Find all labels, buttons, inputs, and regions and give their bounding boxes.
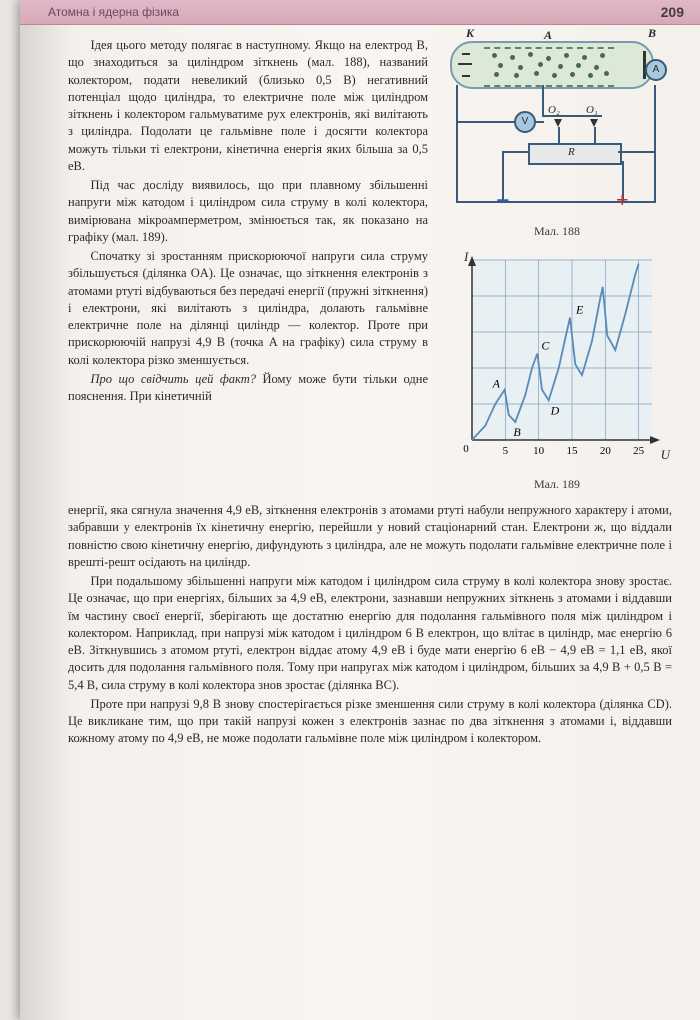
label-r: R xyxy=(568,145,575,160)
svg-text:0: 0 xyxy=(463,443,469,455)
resistor xyxy=(528,143,622,165)
paragraph-1: Ідея цього методу полягає в наступному. … xyxy=(68,37,428,175)
plus-terminal: + xyxy=(616,185,629,215)
voltmeter: V xyxy=(514,111,536,133)
svg-text:20: 20 xyxy=(600,445,612,457)
svg-text:10: 10 xyxy=(533,445,545,457)
svg-text:15: 15 xyxy=(567,445,579,457)
slider-o1 xyxy=(590,119,598,127)
content-area: Ідея цього методу полягає в наступному. … xyxy=(20,25,700,762)
label-k: K xyxy=(466,25,474,42)
header-bar: Атомна і ядерна фізика 209 xyxy=(20,0,700,25)
paragraph-4-cont: енергії, яка сягнула значення 4,9 еВ, зі… xyxy=(68,502,672,571)
page-number: 209 xyxy=(661,4,684,20)
svg-text:D: D xyxy=(550,403,560,417)
question-italic: Про що свідчить цей факт? xyxy=(91,372,257,386)
figure-189-graph: I U 5 10 15 20 25 A B C D E 0 xyxy=(442,250,672,470)
chapter-title: Атомна і ядерна фізика xyxy=(48,5,179,19)
y-axis-label: I xyxy=(464,248,468,266)
mercury-atoms xyxy=(488,51,614,79)
svg-text:25: 25 xyxy=(633,445,645,457)
paragraph-6: Проте при напрузі 9,8 В знову спостеріга… xyxy=(68,696,672,748)
label-o1: O₁ xyxy=(586,103,598,118)
svg-text:E: E xyxy=(575,302,584,316)
svg-text:B: B xyxy=(513,425,521,439)
paragraph-2: Під час досліду виявилось, що при плавно… xyxy=(68,177,428,246)
label-o2: O₂ xyxy=(548,103,560,118)
page: Атомна і ядерна фізика 209 Ідея цього ме… xyxy=(20,0,700,1020)
x-axis-label: U xyxy=(661,446,670,464)
ammeter: A xyxy=(645,59,667,81)
minus-terminal: − xyxy=(496,185,510,218)
vacuum-tube: K A B xyxy=(450,41,654,89)
svg-text:5: 5 xyxy=(503,445,509,457)
figure-188-circuit: K A B xyxy=(442,37,672,217)
paragraph-5: При подальшому збільшенні напруги між ка… xyxy=(68,573,672,694)
figure-189-caption: Мал. 189 xyxy=(442,476,672,493)
svg-text:A: A xyxy=(492,376,501,390)
paragraph-4a: Про що свідчить цей факт? Йому може бути… xyxy=(68,371,428,406)
svg-text:C: C xyxy=(541,338,550,352)
figure-188-caption: Мал. 188 xyxy=(442,223,672,240)
cathode xyxy=(456,53,474,77)
label-b: B xyxy=(648,25,656,42)
paragraph-3: Спочатку зі зростанням прискорюючої напр… xyxy=(68,248,428,369)
slider-o2 xyxy=(554,119,562,127)
label-a: A xyxy=(544,27,552,44)
